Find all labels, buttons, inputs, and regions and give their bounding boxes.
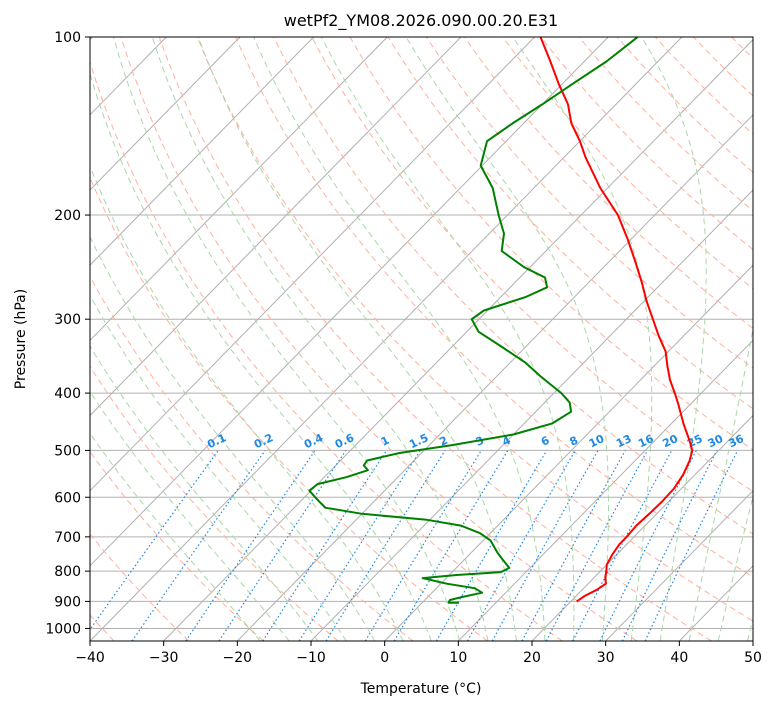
moist-adiabat-line: [321, 37, 575, 641]
y-tick-label: 900: [54, 594, 81, 610]
moist-adiabat-line: [113, 37, 461, 641]
dry-adiabat-line: [120, 37, 638, 641]
mixing-ratio-line: [491, 450, 599, 641]
dry-adiabat-line: [349, 37, 753, 451]
isotherm-line: [90, 37, 462, 417]
x-tick-label: 20: [523, 650, 541, 666]
dry-adiabat-line: [90, 60, 563, 641]
mixing-ratio-label: 20: [661, 432, 681, 450]
temperature-profile-line: [539, 37, 694, 603]
x-tick-label: 10: [449, 650, 467, 666]
x-tick-label: −30: [149, 650, 179, 666]
mixing-ratio-label: 16: [636, 432, 656, 450]
y-axis-title: Pressure (hPa): [13, 289, 29, 389]
y-tick-label: 300: [54, 312, 81, 328]
dry-adiabat-line: [90, 275, 414, 641]
isotherm-grid: [90, 37, 753, 641]
dry-adiabat-line: [90, 365, 339, 641]
moist-adiabat-line: [90, 235, 376, 641]
moist-adiabat-line: [151, 37, 489, 641]
y-tick-label: 600: [54, 490, 81, 506]
mixing-ratio-label: 13: [614, 432, 633, 450]
isotherm-line: [163, 38, 753, 641]
y-tick-label: 700: [54, 530, 81, 546]
isotherm-line: [90, 37, 683, 641]
dry-adiabat-line: [273, 37, 753, 535]
dewpoint-profile-line: [308, 37, 639, 604]
mixing-ratio-label: 30: [706, 432, 726, 450]
moist-adiabat-line: [90, 345, 319, 641]
moist-adiabats: [90, 37, 753, 641]
chart-title: wetPf2_YM08.2026.090.00.20.E31: [284, 11, 558, 31]
moist-adiabat-line: [688, 325, 753, 641]
mixing-ratio-line: [364, 450, 482, 641]
sounding-series: [308, 37, 694, 604]
mixing-ratio-line: [466, 450, 576, 641]
mixing-ratio-line: [262, 450, 388, 641]
moist-adiabat-line: [90, 390, 290, 641]
mixing-ratio-line: [90, 450, 219, 631]
y-tick-label: 100: [54, 30, 81, 46]
isotherm-line: [605, 489, 753, 641]
dry-adiabat-line: [90, 176, 488, 641]
dry-adiabat-line: [158, 37, 712, 641]
moist-adiabat-line: [90, 432, 261, 641]
y-tick-label: 200: [54, 208, 81, 224]
isotherm-line: [90, 37, 241, 191]
y-tick-label: 800: [54, 564, 81, 580]
mixing-ratio-line: [521, 450, 626, 641]
y-tick-label: 400: [54, 386, 81, 402]
x-tick-label: 30: [597, 650, 615, 666]
x-tick-label: 0: [380, 650, 389, 666]
dry-adiabats: [90, 37, 753, 641]
mixing-ratio-line: [599, 450, 697, 641]
plot-area: 0.1 0.2 0.4 0.6 1 1.5 2 3 4 6 8 10 13 16 20 25 30 36: [90, 37, 753, 641]
x-axis-title: Temperature (°C): [360, 681, 482, 697]
mixing-ratio-lines: [90, 450, 739, 641]
moist-adiabat-line: [90, 71, 432, 641]
x-tick-label: 50: [744, 650, 762, 666]
dry-adiabat-line: [311, 37, 753, 493]
mixing-ratio-label: 10: [587, 432, 607, 450]
mixing-ratio-line: [621, 450, 718, 641]
dry-adiabat-line: [387, 37, 753, 410]
moist-adiabat-line: [253, 37, 546, 641]
moist-adiabat-line: [197, 37, 517, 641]
isotherm-line: [457, 339, 753, 641]
isotherm-line: [236, 114, 753, 641]
isotherm-line: [310, 189, 753, 641]
dry-adiabat-line: [235, 37, 753, 578]
moist-adiabat-line: [717, 494, 753, 641]
mixing-ratio-line: [298, 450, 421, 641]
axes-frame: [89, 36, 754, 642]
dry-adiabat-line: [425, 37, 753, 369]
mixing-ratio-line: [218, 450, 347, 641]
isotherm-line: [90, 37, 388, 342]
x-tick-label: −20: [223, 650, 253, 666]
moist-adiabat-line: [405, 37, 609, 641]
mixing-ratio-line: [131, 450, 266, 641]
moist-adiabat-line: [90, 294, 347, 641]
y-axis-ticks: 100 200 300 400 500 600 700 800 900 1000: [45, 30, 90, 637]
moist-adiabat-line: [641, 37, 707, 641]
x-axis-ticks: −40 −30 −20 −10 0 10 20 30 40 50: [75, 641, 762, 666]
isotherm-line: [90, 37, 535, 492]
mixing-ratio-line: [185, 450, 316, 641]
dry-adiabat-line: [196, 37, 753, 622]
isotherm-line: [531, 414, 753, 641]
y-tick-label: 1000: [45, 621, 81, 637]
isotherm-line: [90, 37, 314, 266]
mixing-ratio-label: 36: [727, 432, 747, 450]
y-tick-label: 500: [54, 443, 81, 459]
x-tick-label: −40: [75, 650, 105, 666]
dry-adiabat-line: [90, 450, 264, 641]
isotherm-line: [384, 264, 753, 641]
x-tick-label: 40: [670, 650, 688, 666]
x-tick-label: −10: [296, 650, 326, 666]
isotherm-line: [90, 37, 609, 567]
moist-adiabat-line: [90, 164, 404, 641]
